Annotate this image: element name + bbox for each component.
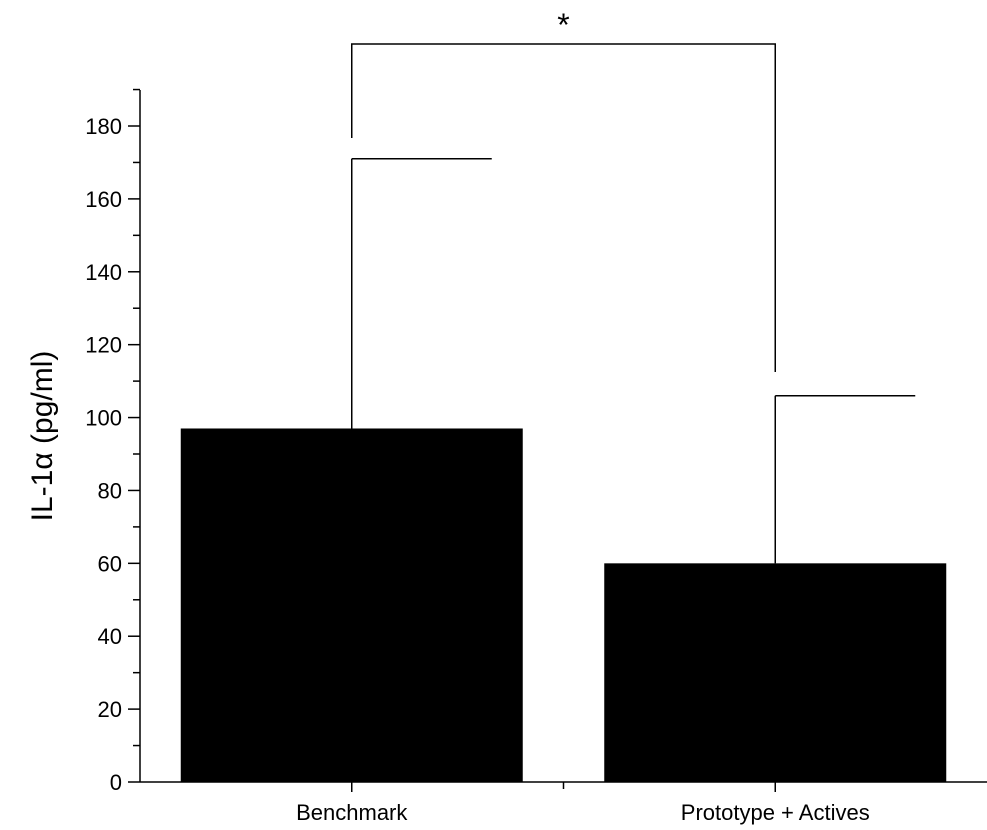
y-tick-label: 120 bbox=[85, 333, 122, 358]
bar bbox=[604, 563, 947, 782]
y-tick-label: 180 bbox=[85, 114, 122, 139]
significance-marker: * bbox=[557, 7, 569, 43]
y-tick-label: 20 bbox=[98, 697, 122, 722]
y-tick-label: 160 bbox=[85, 187, 122, 212]
y-ticks: 0 20 40 60 80 100 120 140 160 180 bbox=[85, 88, 140, 795]
bar bbox=[180, 428, 523, 782]
significance-bracket: * bbox=[351, 7, 776, 372]
y-tick-label: 80 bbox=[98, 478, 122, 503]
y-tick-label: 100 bbox=[85, 406, 122, 431]
significance-bracket-line bbox=[351, 43, 776, 372]
y-tick-label: 0 bbox=[110, 770, 122, 795]
y-tick-label: 60 bbox=[98, 551, 122, 576]
bars bbox=[180, 428, 947, 782]
x-category-label: Prototype + Actives bbox=[681, 800, 870, 825]
error-bars bbox=[351, 158, 916, 564]
y-tick-label: 40 bbox=[98, 624, 122, 649]
x-category-labels: Benchmark Prototype + Actives bbox=[296, 800, 870, 825]
y-tick-label: 140 bbox=[85, 260, 122, 285]
y-axis-label: IL-1α (pg/ml) bbox=[26, 351, 59, 522]
x-category-label: Benchmark bbox=[296, 800, 408, 825]
